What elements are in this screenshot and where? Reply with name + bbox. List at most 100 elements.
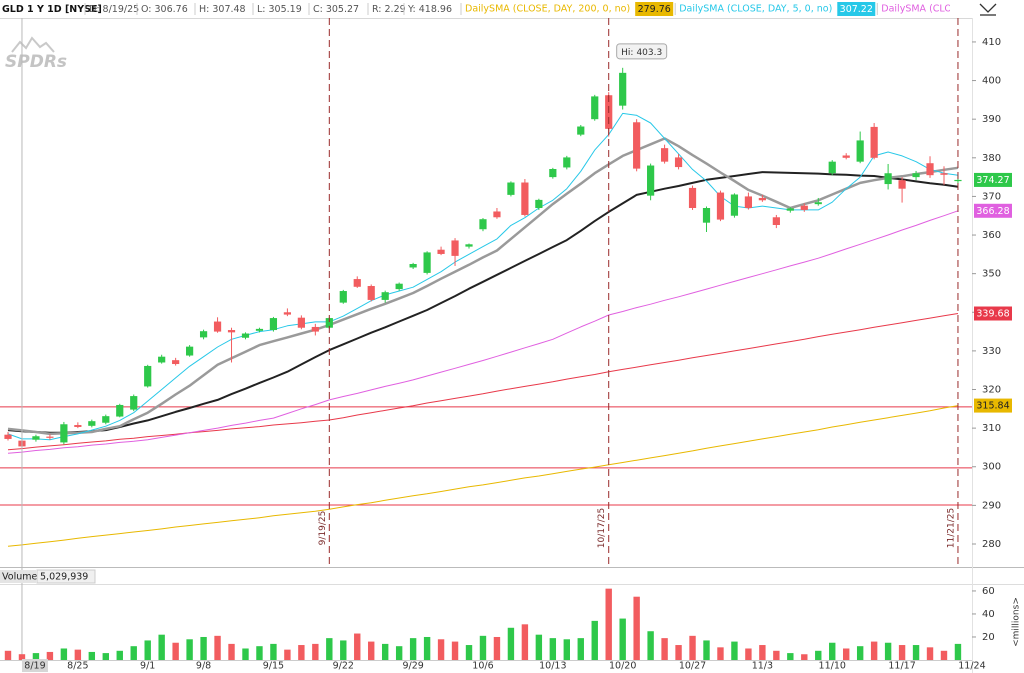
candle-body xyxy=(870,126,878,158)
candle-body xyxy=(884,173,892,185)
volume-bar xyxy=(284,649,291,660)
candle-body xyxy=(353,279,361,287)
y-tick-label: 280 xyxy=(982,539,1001,550)
candle-body xyxy=(619,72,627,106)
candle-body xyxy=(493,211,501,218)
y-tick-label: 300 xyxy=(982,462,1001,473)
volume-bar xyxy=(172,642,179,660)
candle-body xyxy=(60,424,68,443)
last-value-box xyxy=(974,306,1012,321)
legend-value-box xyxy=(837,2,876,16)
candle-body xyxy=(395,283,403,290)
volume-bar xyxy=(884,642,892,660)
header-field: H: 307.48 xyxy=(199,4,246,15)
volume-unit-label: <millions> xyxy=(1012,597,1022,647)
volume-bar xyxy=(60,648,68,660)
candle-body xyxy=(269,318,278,331)
volume-bar xyxy=(773,650,780,660)
volume-bar xyxy=(88,651,96,660)
candle-body xyxy=(688,187,697,209)
y-tick-label: 360 xyxy=(982,230,1001,241)
volume-bar xyxy=(46,651,54,660)
volume-title: Volume xyxy=(2,572,37,583)
volume-bar xyxy=(423,636,431,660)
candle-body xyxy=(828,161,836,174)
last-value-label: 339.68 xyxy=(976,309,1009,320)
candle-body xyxy=(255,328,264,331)
volume-bar xyxy=(898,645,906,660)
candle-body xyxy=(102,416,110,423)
header: GLD 1 Y 1D [NYSE]D: 8/19/25 O: 306.76 H: 307… xyxy=(2,2,950,16)
candle-body xyxy=(32,436,40,440)
y-tick-label: 390 xyxy=(982,114,1001,125)
x-tick-label: 9/15 xyxy=(263,661,284,672)
header-field-part: R: xyxy=(372,4,382,15)
volume-bar xyxy=(787,653,794,660)
volume-bar xyxy=(186,639,193,660)
x-tick-label: 11/24 xyxy=(958,661,985,672)
candle-body xyxy=(549,168,557,178)
header-field-part: 305.19 xyxy=(269,4,302,15)
x-tick-label: 11/10 xyxy=(819,661,846,672)
candle-body xyxy=(954,179,962,182)
candle-body xyxy=(856,140,864,162)
volume-bar xyxy=(521,624,529,660)
volume-bar xyxy=(633,596,640,660)
candle-body xyxy=(213,321,222,332)
volume-bar xyxy=(130,646,137,660)
volume-bar xyxy=(144,640,151,660)
y-tick-label: 400 xyxy=(982,76,1001,87)
x-tick-label: 8/25 xyxy=(67,661,88,672)
header-field-part: L: xyxy=(257,4,266,15)
volume-bar xyxy=(354,633,361,660)
high-callout-label: Hi: xyxy=(621,47,633,57)
last-value-box xyxy=(974,172,1012,187)
candle-body xyxy=(674,157,683,168)
candle-body xyxy=(241,333,250,338)
x-tick-label: 10/27 xyxy=(679,661,706,672)
x-tick-label: 10/6 xyxy=(472,661,493,672)
candle-body xyxy=(521,182,529,215)
candle-body xyxy=(437,249,445,254)
candle-body xyxy=(74,425,82,427)
y-tick-label: 350 xyxy=(982,269,1001,280)
volume-bar xyxy=(493,636,501,660)
candle-body xyxy=(199,331,208,338)
candle-body xyxy=(702,208,711,223)
volume-bar xyxy=(801,654,808,660)
y-tick-label: 370 xyxy=(982,191,1001,202)
y-tick-label: 330 xyxy=(982,346,1001,357)
logo: SPDRs xyxy=(5,36,67,72)
x-tick-label: 10/13 xyxy=(539,661,566,672)
y-tick-label: 290 xyxy=(982,500,1001,511)
candle-body xyxy=(926,163,934,176)
event-label: 10/17/25 xyxy=(597,508,607,548)
volume-bar xyxy=(926,647,934,660)
volume-bar xyxy=(465,645,473,660)
volume-bar xyxy=(228,643,235,660)
header-field-part: 307.48 xyxy=(212,4,245,15)
header-field-part: Y: xyxy=(407,4,416,15)
volume-bar xyxy=(856,646,864,660)
candle-body xyxy=(144,365,152,387)
volume-bar xyxy=(675,645,682,660)
ma-line xyxy=(7,112,959,441)
last-value-box xyxy=(974,398,1012,413)
header-field-part: 306.76 xyxy=(155,4,188,15)
x-tick-label: 11/3 xyxy=(752,661,773,672)
candle-body xyxy=(842,155,850,158)
candle-body xyxy=(158,356,166,363)
volume-bar xyxy=(312,643,319,660)
candle-body xyxy=(465,244,473,247)
logo-text: SPDRs xyxy=(5,52,67,72)
header-field-part: 418.96 xyxy=(419,4,452,15)
candle-body xyxy=(563,157,571,168)
volume-bar xyxy=(815,650,822,660)
volume-bar xyxy=(256,646,263,660)
collapse-icon[interactable] xyxy=(979,3,997,16)
ma-line xyxy=(7,313,959,451)
event-label: 11/21/25 xyxy=(946,508,956,548)
header-field-part: 305.27 xyxy=(326,4,359,15)
